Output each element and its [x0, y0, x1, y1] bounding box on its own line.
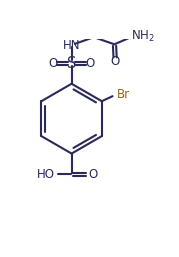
Text: O: O	[110, 55, 120, 68]
Text: HN: HN	[63, 39, 80, 52]
Text: HO: HO	[37, 168, 55, 181]
Text: NH$_2$: NH$_2$	[131, 29, 154, 44]
Text: O: O	[89, 168, 98, 181]
Text: O: O	[49, 57, 58, 70]
Text: O: O	[85, 57, 95, 70]
Text: S: S	[67, 56, 76, 71]
Text: Br: Br	[117, 88, 130, 101]
